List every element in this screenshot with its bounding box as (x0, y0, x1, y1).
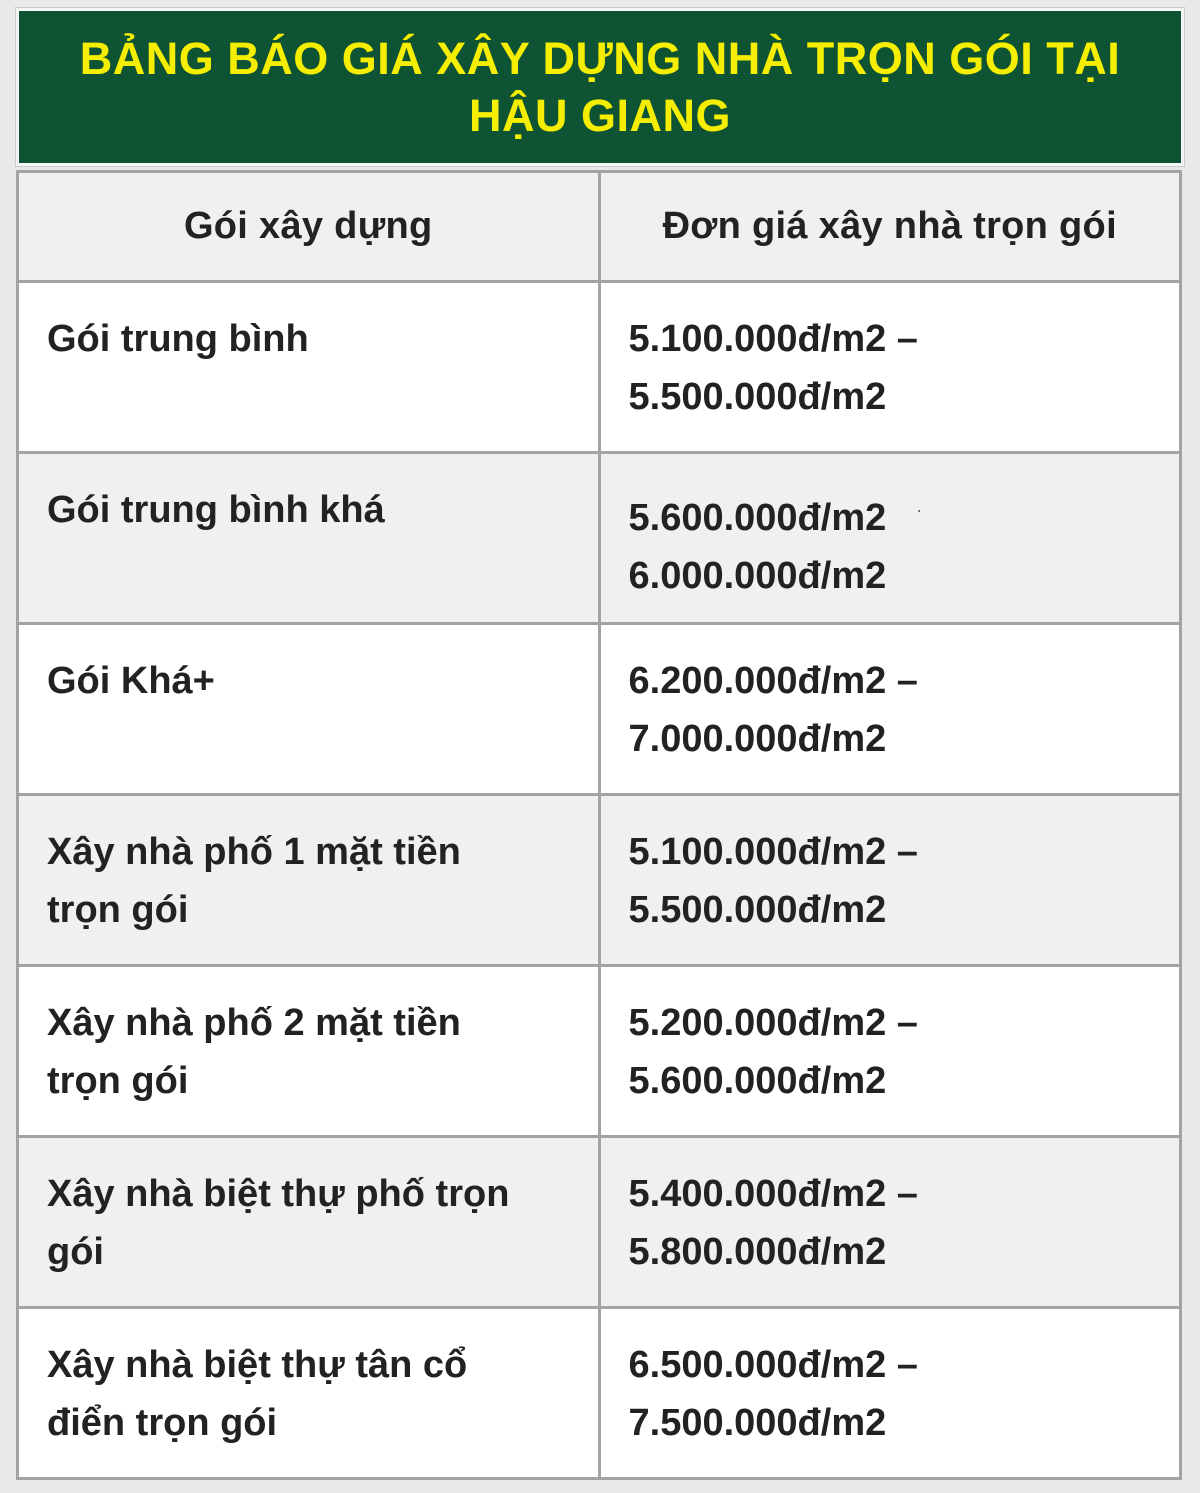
package-cell: Xây nhà biệt thự tân cổ điển trọn gói (16, 1306, 601, 1480)
table-row: Xây nhà biệt thự phố trọn gói 5.400.000đ… (16, 1135, 1182, 1309)
table-row: Gói Khá+ 6.200.000đ/m2 – 7.000.000đ/m2 (16, 622, 1182, 796)
table-row: Gói trung bình khá 5.600.000đ/m2 · 6.000.… (16, 451, 1182, 625)
package-label: trọn gói (47, 889, 189, 931)
price-line: 5.800.000đ/m2 (628, 1231, 887, 1273)
package-label: Xây nhà phố 1 mặt tiền (47, 831, 461, 873)
page-title-line2: HẬU GIANG (469, 90, 731, 141)
package-label: Xây nhà phố 2 mặt tiền (47, 1002, 461, 1044)
price-cell: 5.100.000đ/m2 – 5.500.000đ/m2 (597, 793, 1182, 967)
price-cell: 5.400.000đ/m2 – 5.800.000đ/m2 (597, 1135, 1182, 1309)
price-line: 5.500.000đ/m2 (628, 376, 887, 418)
table-header-row: Gói xây dựng Đơn giá xây nhà trọn gói (16, 170, 1182, 283)
table-row: Xây nhà phố 1 mặt tiền trọn gói 5.100.00… (16, 793, 1182, 967)
package-label: trọn gói (47, 1060, 189, 1102)
column-header-price: Đơn giá xây nhà trọn gói (597, 170, 1182, 283)
price-line: 7.000.000đ/m2 (628, 718, 887, 760)
table-row: Gói trung bình 5.100.000đ/m2 – 5.500.000… (16, 280, 1182, 454)
package-label: Gói trung bình khá (47, 489, 385, 531)
price-line: 5.200.000đ/m2 – (628, 1002, 918, 1044)
package-cell: Xây nhà phố 2 mặt tiền trọn gói (16, 964, 601, 1138)
price-cell: 5.600.000đ/m2 · 6.000.000đ/m2 (597, 451, 1182, 625)
table-row: Xây nhà biệt thự tân cổ điển trọn gói 6.… (16, 1306, 1182, 1480)
package-label: gói (47, 1231, 104, 1273)
package-cell: Gói Khá+ (16, 622, 601, 796)
price-line: 6.500.000đ/m2 – (628, 1344, 918, 1386)
price-line: 6.200.000đ/m2 – (628, 660, 918, 702)
title-banner: BẢNG BÁO GIÁ XÂY DỰNG NHÀ TRỌN GÓI TẠI H… (16, 8, 1184, 166)
price-line: 5.600.000đ/m2 (628, 1060, 887, 1102)
artifact-dot: · (916, 500, 923, 520)
column-header-package: Gói xây dựng (16, 170, 601, 283)
price-line: 5.100.000đ/m2 – (628, 831, 918, 873)
table-row: Xây nhà phố 2 mặt tiền trọn gói 5.200.00… (16, 964, 1182, 1138)
package-label: Gói trung bình (47, 318, 309, 360)
price-line: 5.600.000đ/m2 · (629, 481, 1162, 547)
package-cell: Gói trung bình (16, 280, 601, 454)
package-cell: Xây nhà phố 1 mặt tiền trọn gói (16, 793, 601, 967)
page-title-line1: BẢNG BÁO GIÁ XÂY DỰNG NHÀ TRỌN GÓI TẠI (79, 33, 1121, 84)
price-cell: 5.200.000đ/m2 – 5.600.000đ/m2 (597, 964, 1182, 1138)
price-line: 6.000.000đ/m2 (628, 555, 887, 597)
package-label: điển trọn gói (47, 1402, 278, 1444)
price-cell: 5.100.000đ/m2 – 5.500.000đ/m2 (597, 280, 1182, 454)
price-cell: 6.200.000đ/m2 – 7.000.000đ/m2 (597, 622, 1182, 796)
price-cell: 6.500.000đ/m2 – 7.500.000đ/m2 (597, 1306, 1182, 1480)
price-line: 5.100.000đ/m2 – (628, 318, 918, 360)
price-line: 5.400.000đ/m2 – (628, 1173, 918, 1215)
package-cell: Gói trung bình khá (16, 451, 601, 625)
price-line: 7.500.000đ/m2 (628, 1402, 887, 1444)
package-label: Gói Khá+ (47, 660, 215, 702)
package-cell: Xây nhà biệt thự phố trọn gói (16, 1135, 601, 1309)
price-table: Gói xây dựng Đơn giá xây nhà trọn gói Gó… (16, 170, 1182, 1480)
package-label: Xây nhà biệt thự tân cổ (47, 1344, 468, 1386)
price-line: 5.500.000đ/m2 (628, 889, 887, 931)
package-label: Xây nhà biệt thự phố trọn (47, 1173, 510, 1215)
